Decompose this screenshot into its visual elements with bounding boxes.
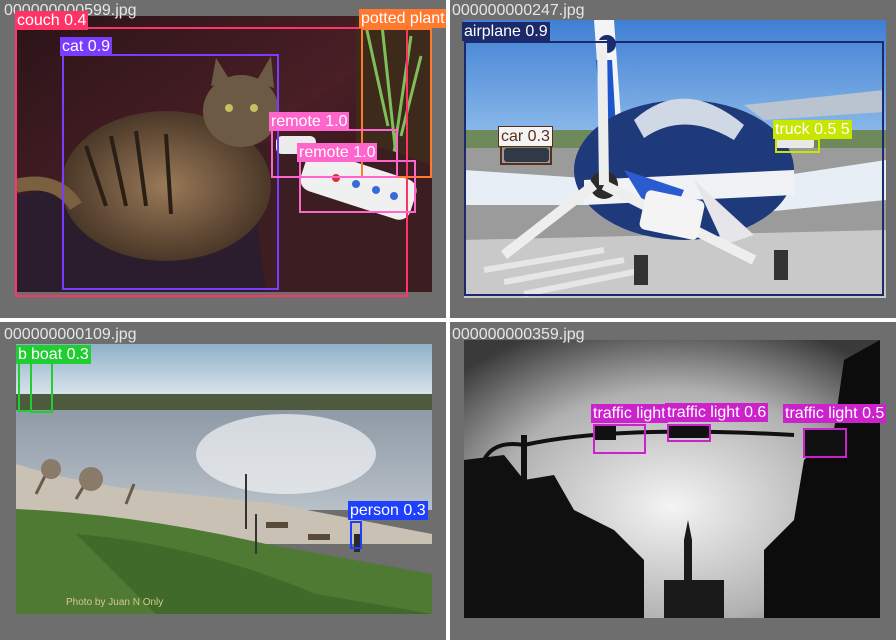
traffic-light-box-3: [803, 428, 847, 458]
traffic-light-box-1: [593, 424, 646, 454]
couch-box: [15, 27, 408, 297]
remote-label-2: remote 1.0: [297, 143, 378, 162]
car-label: car 0.3: [498, 126, 553, 147]
airplane-label: airplane 0.9: [462, 22, 550, 41]
photo-watermark: Photo by Juan N Only: [66, 597, 164, 608]
horizontal-divider: [0, 318, 896, 322]
river-park-photo: [16, 344, 432, 614]
airplane-photo: [464, 20, 886, 298]
tile-river-park: 000000000109.jpg b boat 0.3 person 0.3 P…: [0, 322, 446, 640]
traffic-light-label-3: traffic light 0.5: [783, 404, 887, 423]
couch-label: couch 0.4: [15, 11, 89, 30]
tile-filename: 000000000359.jpg: [452, 326, 585, 343]
traffic-light-label-2: traffic light 0.6: [665, 403, 769, 422]
tile-filename: 000000000109.jpg: [4, 326, 137, 343]
street-photo: [464, 340, 880, 618]
boat-box-2: [30, 362, 53, 413]
tile-filename: 000000000247.jpg: [452, 2, 585, 19]
truck-label: truck 0.5 5: [773, 120, 852, 139]
person-label: person 0.3: [348, 501, 428, 520]
traffic-light-box-2: [667, 424, 711, 442]
tile-cat-couch: 000000000599.jpg couch 0.4 cat 0.9 potte…: [0, 0, 446, 318]
airplane-box: [464, 41, 884, 296]
cat-label: cat 0.9: [60, 37, 113, 56]
person-box: [350, 521, 362, 549]
truck-box: [775, 138, 820, 153]
tile-street: 000000000359.jpg traffic light traffic l…: [450, 322, 896, 640]
boat-label-1: b: [16, 345, 29, 364]
remote-label-1: remote 1.0: [269, 112, 350, 131]
traffic-light-label-1: traffic light: [591, 404, 668, 423]
remote-box-2: [299, 160, 416, 213]
tile-airplane: 000000000247.jpg airplane 0.9 car 0.3 tr…: [450, 0, 896, 318]
cat-box: [62, 54, 279, 290]
potted-plant-label: potted plant 0.6: [359, 9, 446, 28]
boat-label-2: boat 0.3: [29, 345, 91, 364]
